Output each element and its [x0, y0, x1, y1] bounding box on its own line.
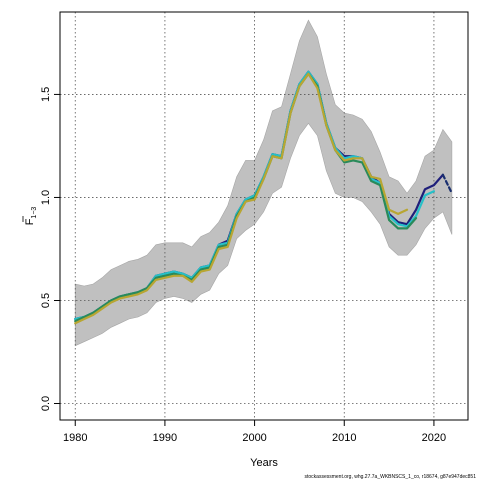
x-tick-label: 1990 — [153, 432, 177, 444]
footer-source: stockassessment.org, whg.27.7a_WKBNSCS_1… — [305, 474, 477, 480]
confidence-band — [74, 19, 453, 347]
grid-layer — [60, 12, 468, 420]
series-line — [441, 173, 453, 195]
y-tick-label: 0.0 — [40, 396, 52, 411]
y-axis: 0.0 0.5 1.0 1.5 — [40, 87, 60, 411]
confidence-band-layer — [74, 19, 453, 347]
x-tick-label: 2000 — [242, 432, 266, 444]
x-axis: 1980 1990 2000 2010 2020 — [63, 420, 446, 444]
x-tick-label: 2020 — [422, 432, 446, 444]
y-tick-label: 1.0 — [40, 190, 52, 205]
y-axis-title-subscript: 1−3 — [31, 207, 38, 219]
series-line — [74, 72, 409, 325]
y-tick-label: 0.5 — [40, 293, 52, 308]
x-tick-label: 1980 — [63, 432, 87, 444]
y-axis-title-main: F — [24, 218, 36, 225]
y-axis-title: F1−3 — [22, 207, 38, 226]
plot-frame — [59, 11, 469, 421]
x-tick-label: 2010 — [332, 432, 356, 444]
svg-text:F1−3: F1−3 — [24, 207, 38, 226]
series-layer — [74, 70, 453, 325]
y-tick-label: 1.5 — [40, 87, 52, 102]
x-axis-title: Years — [250, 457, 278, 469]
